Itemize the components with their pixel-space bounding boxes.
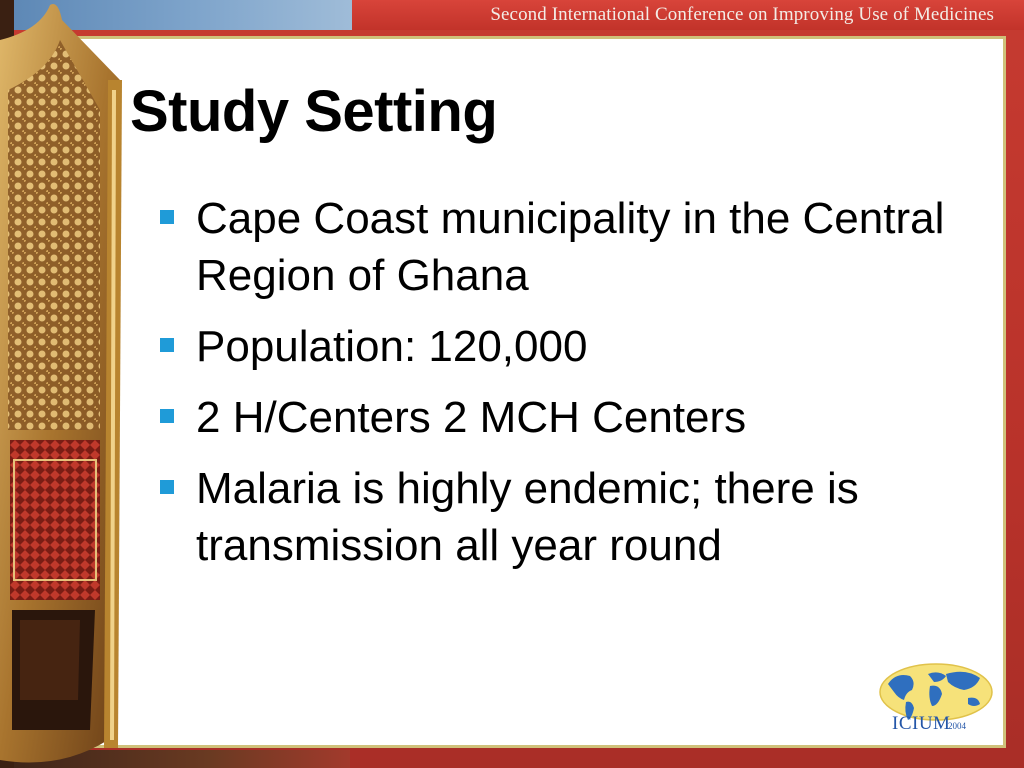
conference-banner: Second International Conference on Impro… — [352, 0, 1024, 30]
slide-panel — [12, 36, 1006, 748]
bullet-text: 2 H/Centers 2 MCH Centers — [196, 393, 747, 442]
bullet-item: Malaria is highly endemic; there is tran… — [160, 460, 980, 574]
bullet-item: Cape Coast municipality in the Central R… — [160, 190, 980, 304]
square-bullet-icon — [160, 409, 174, 423]
temple-decoration-image — [0, 0, 122, 768]
bullet-item: 2 H/Centers 2 MCH Centers — [160, 389, 980, 446]
icium-logo: ICIUM 2004 — [876, 662, 996, 738]
slide-title: Study Setting — [130, 79, 498, 144]
square-bullet-icon — [160, 338, 174, 352]
logo-year: 2004 — [948, 721, 966, 731]
bullet-text: Population: 120,000 — [196, 322, 588, 371]
bullet-text: Malaria is highly endemic; there is tran… — [196, 464, 859, 570]
logo-text: ICIUM — [892, 713, 951, 734]
bullet-item: Population: 120,000 — [160, 318, 980, 375]
square-bullet-icon — [160, 210, 174, 224]
bottom-decoration-strip — [0, 750, 350, 768]
square-bullet-icon — [160, 480, 174, 494]
conference-title: Second International Conference on Impro… — [490, 4, 994, 25]
slide-content — [15, 39, 1003, 745]
world-map-logo-icon — [879, 663, 993, 721]
bullet-text: Cape Coast municipality in the Central R… — [196, 194, 945, 300]
bullet-list: Cape Coast municipality in the Central R… — [160, 190, 980, 588]
